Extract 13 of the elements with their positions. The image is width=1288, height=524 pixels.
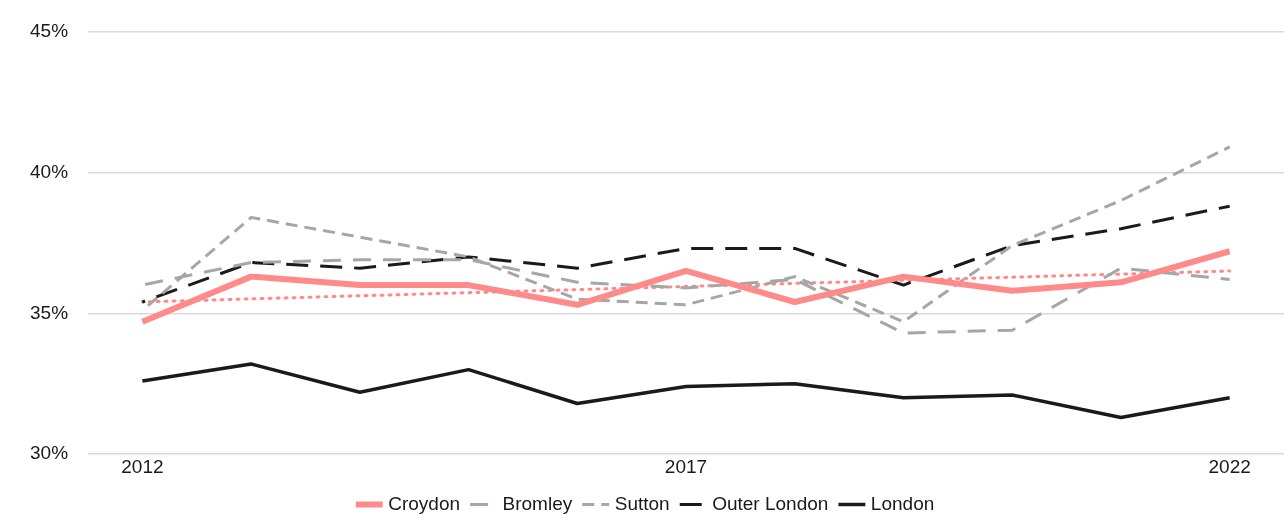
legend-label: Bromley — [502, 492, 573, 514]
y-tick-label: 40% — [30, 160, 69, 182]
legend-label: Outer London — [712, 492, 829, 514]
legend-label: London — [870, 492, 935, 514]
line-series — [140, 204, 1232, 304]
y-tick-label: 35% — [30, 301, 69, 323]
x-tick-label: 2022 — [1208, 455, 1251, 477]
y-tick-label: 30% — [30, 442, 69, 464]
x-tick-label: 2012 — [121, 455, 164, 477]
x-tick-label: 2017 — [664, 455, 708, 477]
legend-label: Sutton — [614, 492, 670, 514]
y-tick-label: 45% — [30, 19, 69, 41]
legend-label: Croydon — [388, 492, 461, 514]
